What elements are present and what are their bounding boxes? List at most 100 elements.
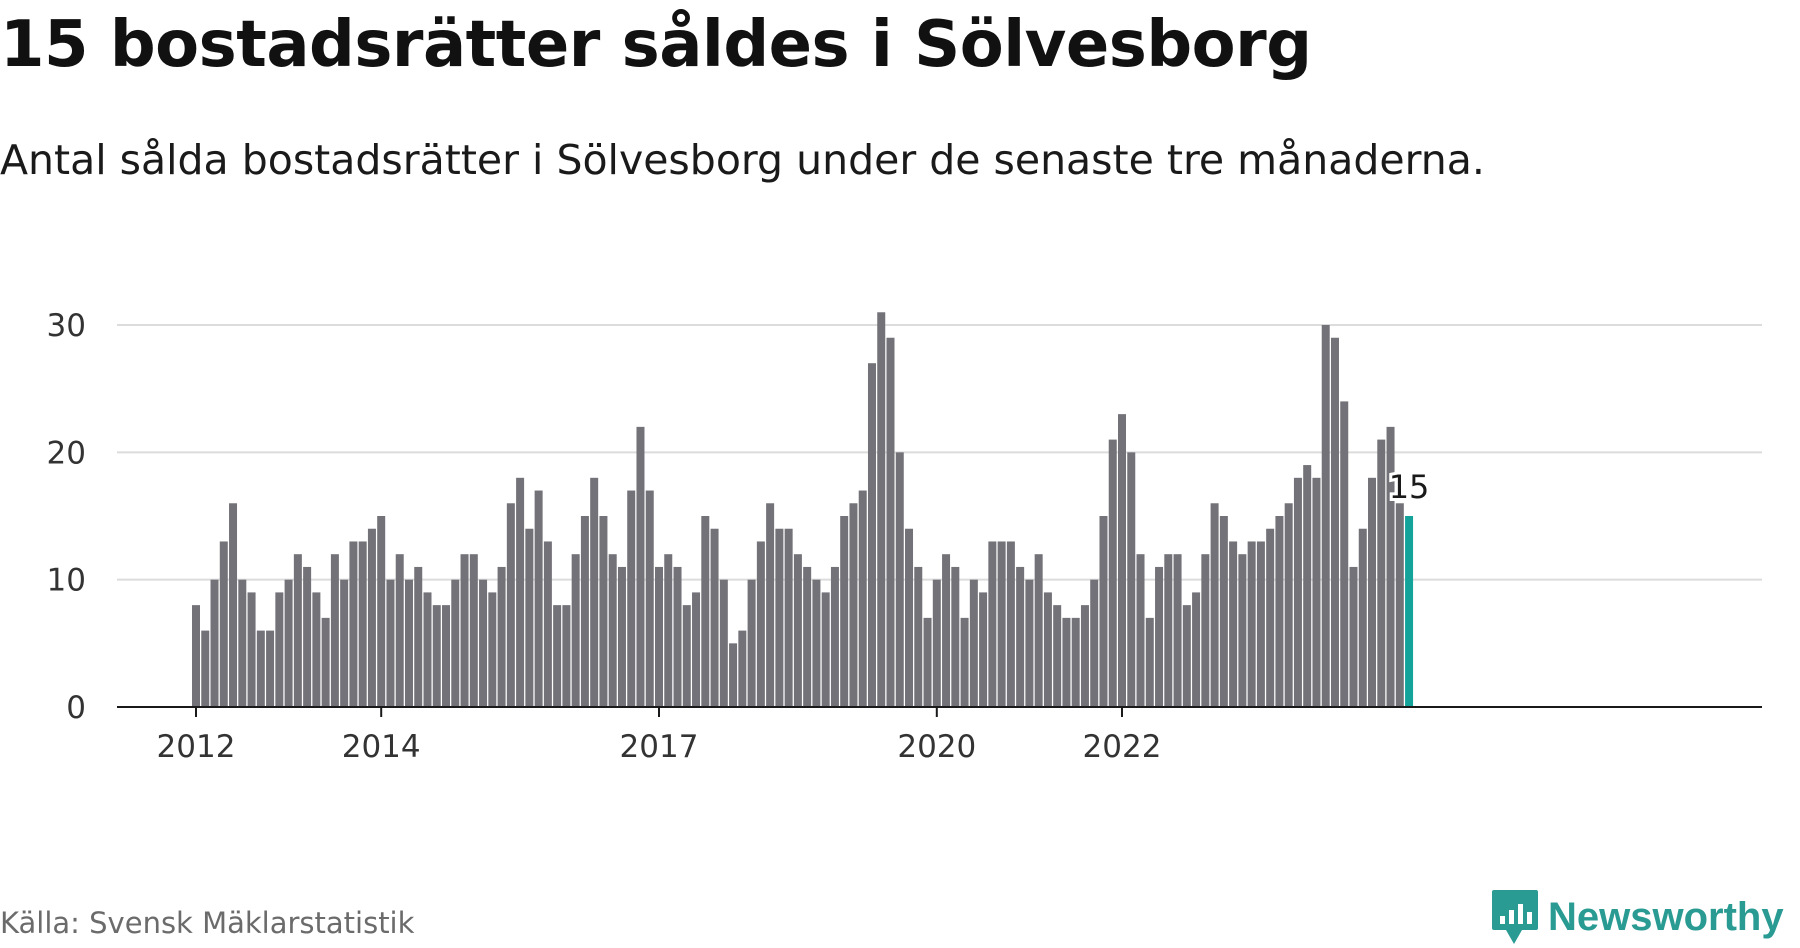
bar: [1368, 477, 1377, 707]
bar: [219, 541, 228, 707]
bar: [960, 617, 969, 707]
source-note: Källa: Svensk Mäklarstatistik: [0, 906, 415, 940]
bar: [1034, 554, 1043, 707]
bar: [849, 503, 858, 707]
x-tick-label: 2017: [620, 729, 699, 765]
highlight-data-label: 15: [1389, 468, 1430, 506]
bar: [608, 554, 617, 707]
bar: [404, 579, 413, 707]
brand-logo-bar: [1527, 912, 1532, 924]
bar: [617, 566, 626, 707]
bar: [460, 554, 469, 707]
bar: [321, 617, 330, 707]
bar: [969, 579, 978, 707]
bar: [1006, 541, 1015, 707]
bar: [469, 554, 478, 707]
bar: [830, 566, 839, 707]
bar: [655, 566, 663, 707]
bar: [932, 579, 941, 707]
bar: [1136, 554, 1145, 707]
bar: [1266, 528, 1275, 707]
bar: [627, 490, 636, 707]
bar: [516, 477, 525, 707]
bar: [775, 528, 784, 707]
bar: [1080, 605, 1089, 707]
bar: [303, 566, 312, 707]
bar: [692, 592, 701, 707]
bar: [1377, 439, 1386, 707]
bar: [979, 592, 988, 707]
bar: [395, 554, 404, 707]
bar: [192, 605, 200, 707]
y-tick-label: 0: [66, 690, 86, 726]
bar: [553, 605, 562, 707]
chart-title: 15 bostadsrätter såldes i Sölvesborg: [0, 8, 1312, 82]
bar: [1284, 503, 1293, 707]
bar: [867, 363, 876, 707]
bar: [210, 579, 219, 707]
brand-logo-bar: [1509, 910, 1514, 924]
bar: [488, 592, 497, 707]
bar: [645, 490, 654, 707]
bar: [821, 592, 830, 707]
bar: [664, 554, 673, 707]
bar: [710, 528, 719, 707]
bar: [367, 528, 376, 707]
bar: [1229, 541, 1238, 707]
bar: [599, 516, 608, 707]
brand[interactable]: Newsworthy: [1490, 888, 1784, 946]
x-tick-label: 2014: [342, 729, 421, 765]
bar: [738, 630, 747, 707]
bar: [1118, 414, 1126, 707]
bar: [1173, 554, 1182, 707]
bar: [1349, 566, 1358, 707]
bar: [238, 579, 247, 707]
bar: [1330, 337, 1339, 707]
brand-logo-bar: [1518, 904, 1523, 924]
bar: [497, 566, 506, 707]
y-tick-label: 10: [47, 563, 86, 599]
x-tick-label: 2020: [897, 729, 976, 765]
bar: [432, 605, 441, 707]
bar: [284, 579, 293, 707]
bar: [1025, 579, 1034, 707]
bar: [1340, 401, 1349, 707]
bar: [442, 605, 451, 707]
bar: [1321, 325, 1330, 707]
bar: [803, 566, 812, 707]
bar: [1256, 541, 1265, 707]
bar: [562, 605, 571, 707]
bar: [729, 643, 738, 707]
bar: [895, 452, 904, 707]
bar: [905, 528, 914, 707]
bar: [636, 426, 645, 707]
bar: [1395, 503, 1404, 707]
bar: [1043, 592, 1052, 707]
bar: [1108, 439, 1117, 707]
bar: [1201, 554, 1210, 707]
bar: [229, 503, 238, 707]
bar: [358, 541, 367, 707]
bar: [756, 541, 765, 707]
bar: [858, 490, 867, 707]
bar: [201, 630, 210, 707]
bar: [451, 579, 460, 707]
bar: [877, 312, 886, 707]
bar: [719, 579, 728, 707]
bar: [747, 579, 756, 707]
bar: [766, 503, 775, 707]
bar: [256, 630, 265, 707]
bar: [1238, 554, 1247, 707]
bar: [1358, 528, 1367, 707]
bar: [1062, 617, 1071, 707]
bar: [1145, 617, 1154, 707]
bar: [793, 554, 802, 707]
bar: [812, 579, 821, 707]
bar: [330, 554, 339, 707]
bar: [312, 592, 321, 707]
bar: [414, 566, 423, 707]
bar: [479, 579, 488, 707]
bar: [293, 554, 302, 707]
bar: [1275, 516, 1284, 707]
